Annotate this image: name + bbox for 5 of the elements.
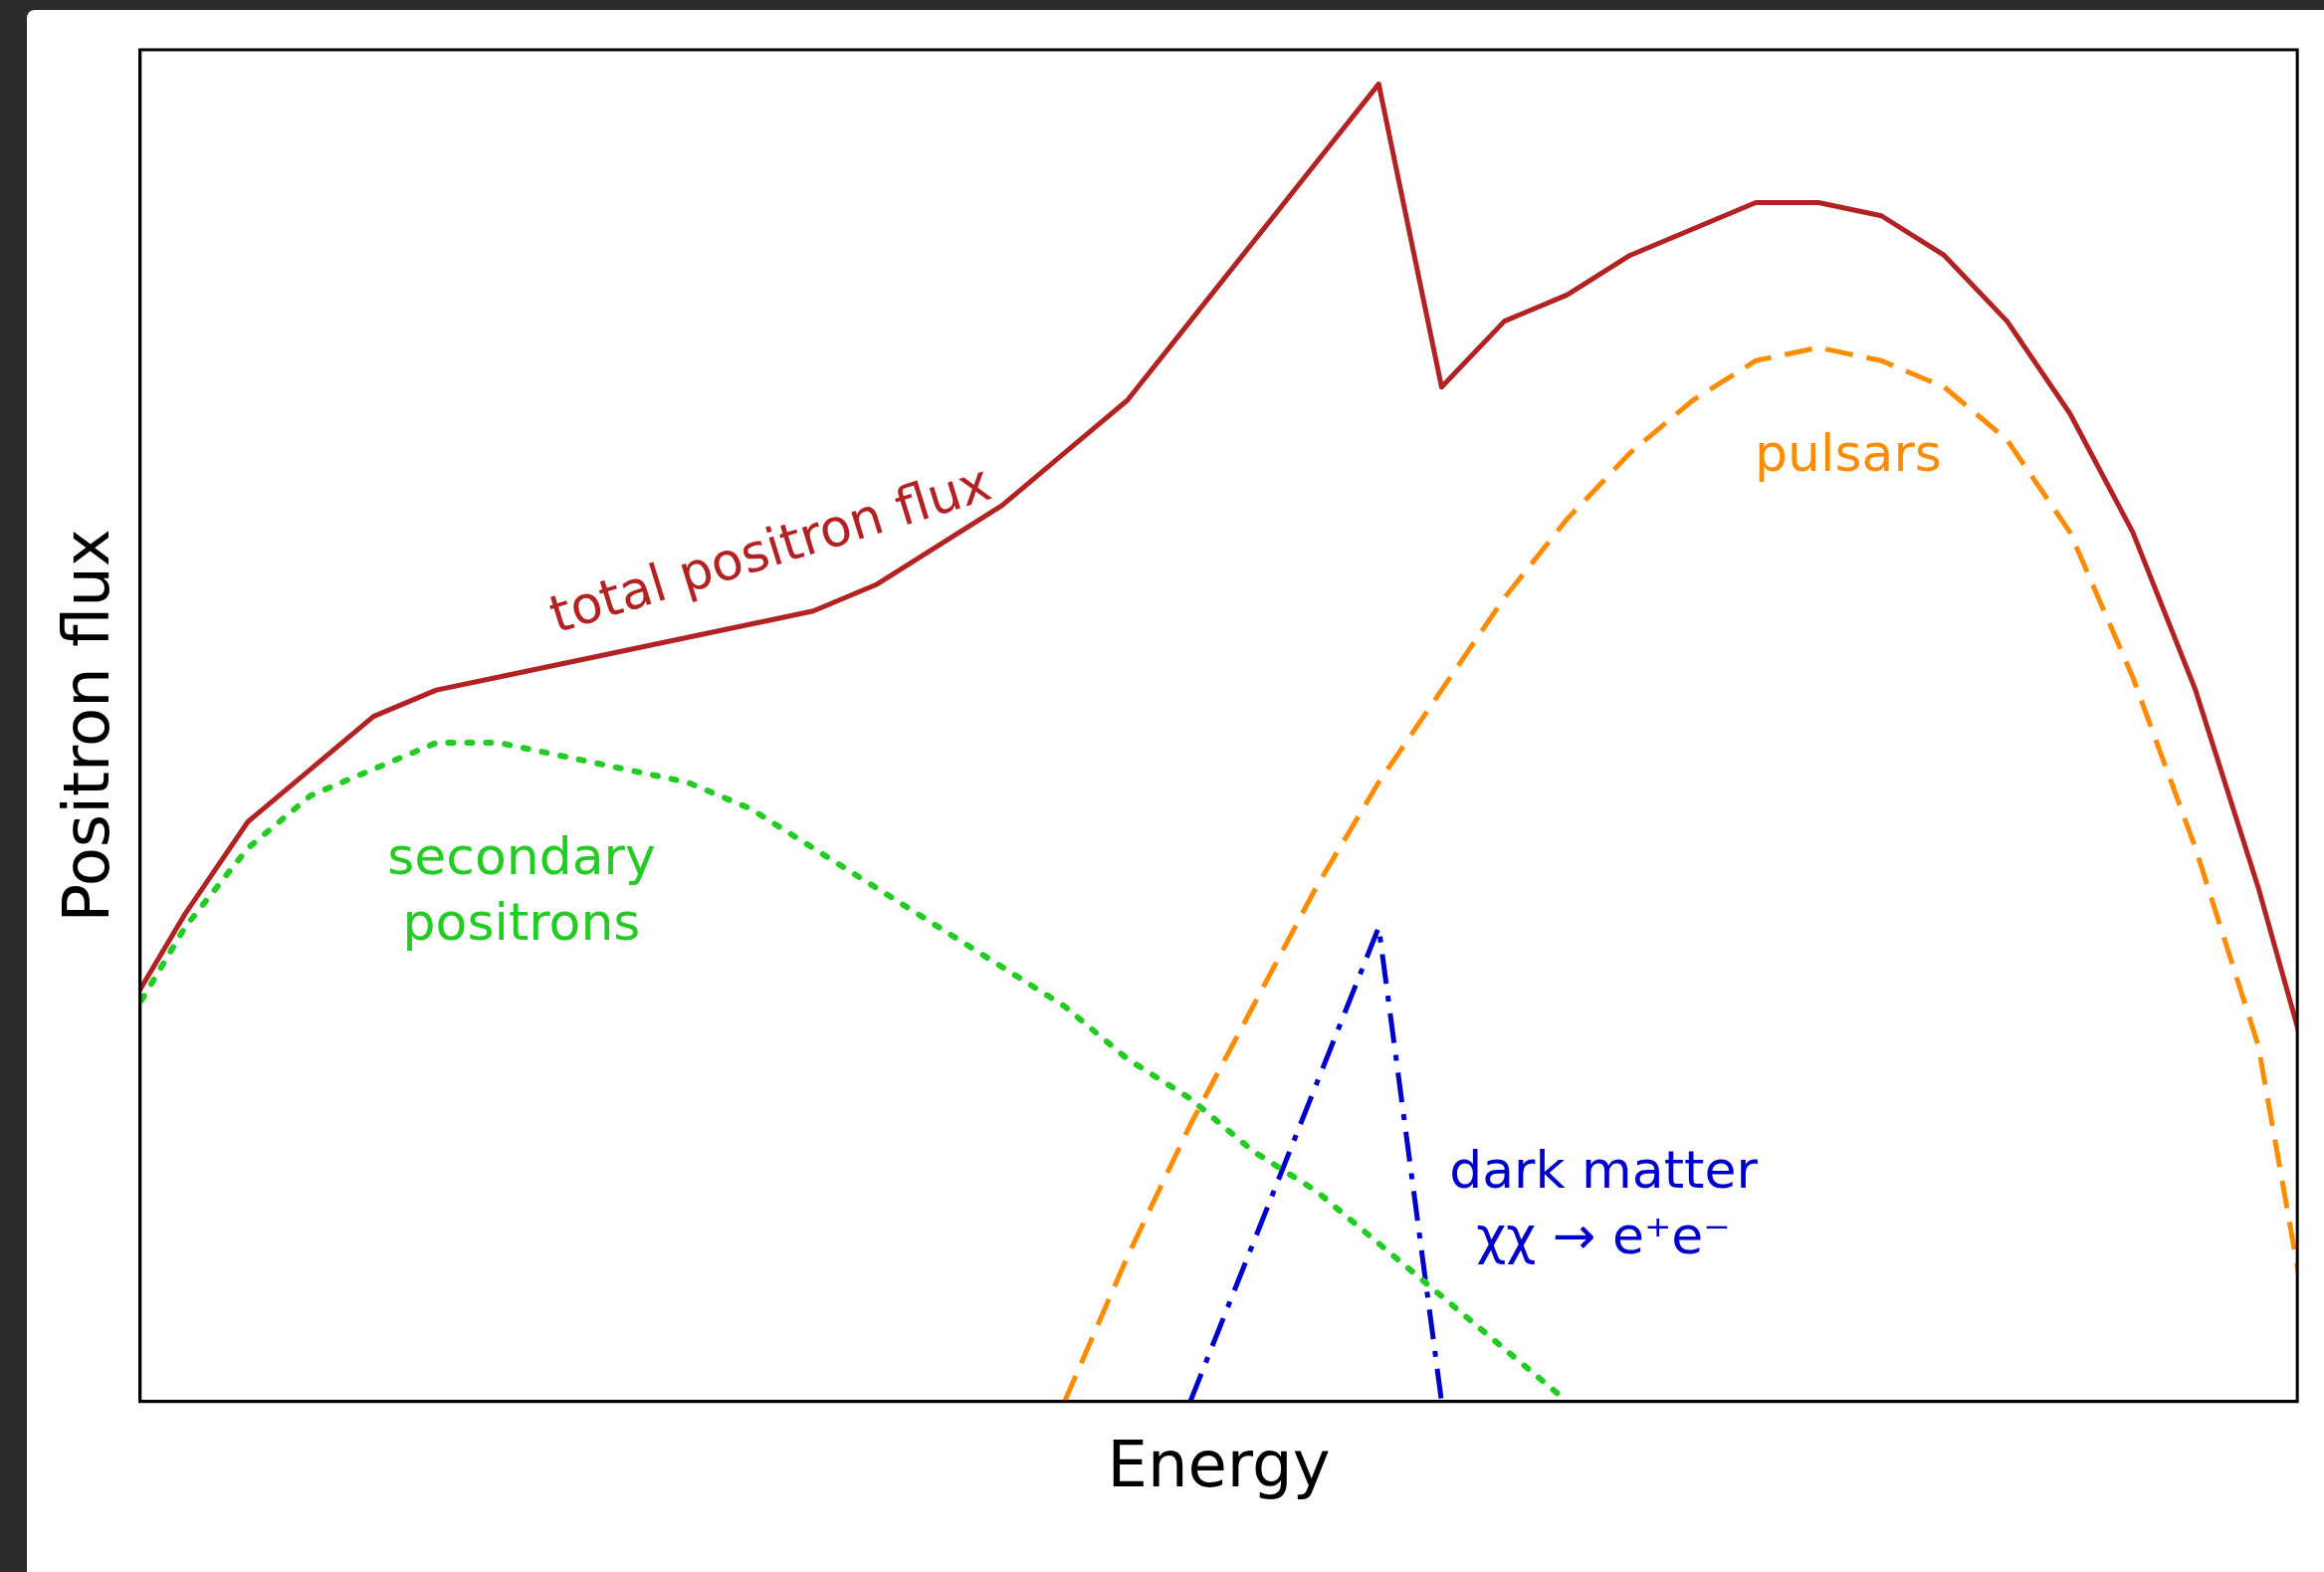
series-label: pulsars [1755, 422, 1942, 483]
x-axis-title: Energy [1107, 1428, 1331, 1502]
series-label: secondary positrons [387, 825, 656, 952]
series-label: dark matter χχ → e⁺e⁻ [1449, 1139, 1759, 1265]
y-axis-title: Positron flux [50, 529, 124, 923]
